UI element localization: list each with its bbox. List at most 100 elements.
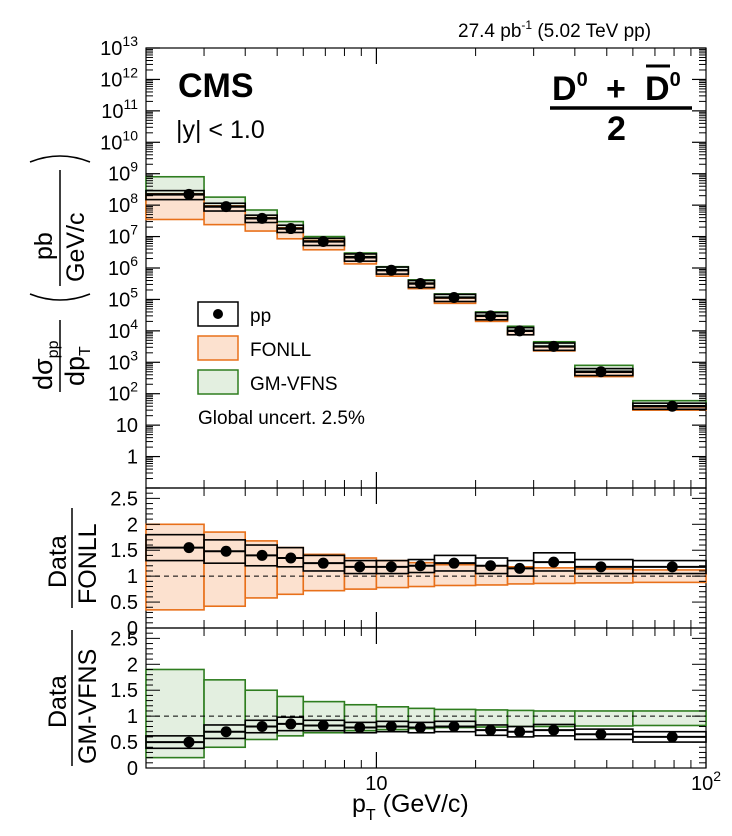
data-gmvfns-ratio-point — [183, 736, 195, 748]
pp-point — [448, 292, 460, 304]
y-axis-label-bot: Data GM-VFNS — [44, 630, 102, 766]
fonll-ratio-band-bin — [203, 531, 247, 608]
y-tick-label: 104 — [108, 316, 138, 343]
axis-ticks: 1101021031041051061071081091010101110121… — [100, 33, 721, 795]
pp-point — [256, 212, 268, 224]
y-tick-label: 102 — [108, 379, 138, 406]
fonll-ratio-band-bin — [145, 523, 205, 611]
legend: pp FONLL GM-VFNS Global uncert. 2.5% — [197, 301, 365, 429]
global-uncert-label: Global uncert. 2.5% — [198, 408, 365, 429]
gmvfns-ratio-band-bin — [145, 668, 205, 759]
legend-pp-label: pp — [250, 306, 271, 327]
panel-cross-section — [145, 175, 707, 412]
y-tick-label: 2 — [127, 514, 138, 536]
y-tick-label: 1.5 — [110, 680, 138, 702]
y-tick-label: 2 — [127, 654, 138, 676]
y-tick-label: 106 — [108, 253, 138, 280]
y-tick-label: 109 — [108, 159, 138, 186]
panel-ratio-gmvfns — [145, 668, 707, 759]
pp-point — [285, 223, 297, 235]
pp-point — [317, 235, 329, 247]
data-fonll-ratio-point — [485, 560, 497, 572]
data-fonll-ratio-point — [354, 561, 366, 573]
data-fonll-ratio-point — [220, 545, 232, 557]
y-tick-label: 0 — [127, 618, 138, 640]
data-fonll-ratio-point — [285, 552, 297, 564]
y-tick-label: 0 — [127, 758, 138, 780]
data-gmvfns-ratio-point — [548, 724, 560, 736]
x-tick-label: 102 — [691, 768, 721, 795]
pp-point — [548, 340, 560, 352]
data-gmvfns-ratio-point — [354, 722, 366, 734]
y-tick-label: 1 — [127, 706, 138, 728]
ylabel-mid-den: FONLL — [74, 523, 102, 604]
data-gmvfns-ratio-point — [385, 721, 397, 733]
gmvfns-ratio-band-bin — [574, 710, 634, 727]
particle-denominator: 2 — [607, 110, 626, 148]
data-gmvfns-ratio-point — [485, 724, 497, 736]
ylabel-bot-den: GM-VFNS — [74, 649, 102, 764]
particle-dbar: D0 — [645, 69, 681, 108]
data-gmvfns-ratio-point — [285, 718, 297, 730]
y-axis-label-mid: Data FONLL — [44, 508, 102, 608]
y-tick-label: 0.5 — [110, 592, 138, 614]
data-fonll-ratio-point — [317, 557, 329, 569]
y-tick-label: 1 — [127, 566, 138, 588]
y-tick-label: 1011 — [101, 96, 138, 123]
ylabel-mid-num: Data — [44, 535, 72, 588]
x-axis-label: pT (GeV/c) — [352, 790, 469, 824]
gmvfns-ratio-band-bin — [506, 709, 535, 728]
fonll-ratio-band-bin — [244, 540, 278, 599]
data-fonll-ratio-point — [548, 556, 560, 568]
data-gmvfns-ratio-point — [317, 719, 329, 731]
data-fonll-ratio-point — [514, 562, 526, 574]
pp-point — [354, 251, 366, 263]
fonll-band-bin — [145, 192, 205, 221]
experiment-label: CMS — [178, 67, 254, 105]
data-gmvfns-ratio-point — [256, 721, 268, 733]
rapidity-label: |y| < 1.0 — [176, 116, 265, 144]
y-tick-label: 105 — [108, 284, 138, 311]
legend-fonll-label: FONLL — [250, 340, 311, 361]
y-tick-label: 0.5 — [110, 732, 138, 754]
data-gmvfns-ratio-point — [666, 731, 678, 743]
y-tick-label: 2.5 — [110, 628, 138, 650]
data-gmvfns-ratio — [145, 716, 707, 750]
pp-point — [183, 188, 195, 200]
y-tick-label: 1010 — [100, 127, 138, 154]
data-fonll-ratio-point — [666, 561, 678, 573]
data-fonll-ratio-point — [595, 561, 607, 573]
y-tick-label: 108 — [108, 190, 138, 217]
y-tick-label: 2.5 — [110, 488, 138, 510]
y-tick-label: 1012 — [100, 64, 138, 91]
pp-point — [220, 201, 232, 213]
lumi-label: 27.4 pb-1 (5.02 TeV pp) — [458, 18, 651, 42]
y-axis-label-top: dσpp dpT pb GeV/c — [28, 155, 94, 392]
y-tick-label: 10 — [116, 415, 138, 437]
data-gmvfns-ratio-point — [220, 726, 232, 738]
y-tick-label: 103 — [108, 347, 138, 374]
particle-label: D0 + D0 2 — [550, 64, 692, 148]
pp-point — [514, 325, 526, 337]
ylabel-paren-left — [29, 293, 91, 301]
ylabel-top-num: dσpp — [28, 340, 62, 390]
y-tick-label: 1.5 — [110, 540, 138, 562]
pp-point — [385, 264, 397, 276]
panel-ratio-fonll — [145, 523, 707, 611]
legend-gmvfns-box — [197, 369, 239, 395]
pp-point — [485, 310, 497, 322]
data-fonll-ratio-point — [414, 560, 426, 572]
ylabel-paren-right — [29, 155, 91, 163]
ylabel-bot-num: Data — [44, 675, 72, 728]
pp-data — [145, 188, 707, 412]
gmvfns-ratio-band-bin — [632, 710, 707, 727]
particle-plus: + — [606, 70, 626, 108]
data-fonll-ratio-point — [256, 549, 268, 561]
y-tick-label: 1013 — [100, 33, 138, 60]
y-tick-label: 1 — [127, 447, 138, 469]
data-gmvfns-ratio-point — [595, 728, 607, 740]
data-gmvfns-ratio-point — [414, 722, 426, 734]
legend-pp-marker — [213, 309, 223, 319]
